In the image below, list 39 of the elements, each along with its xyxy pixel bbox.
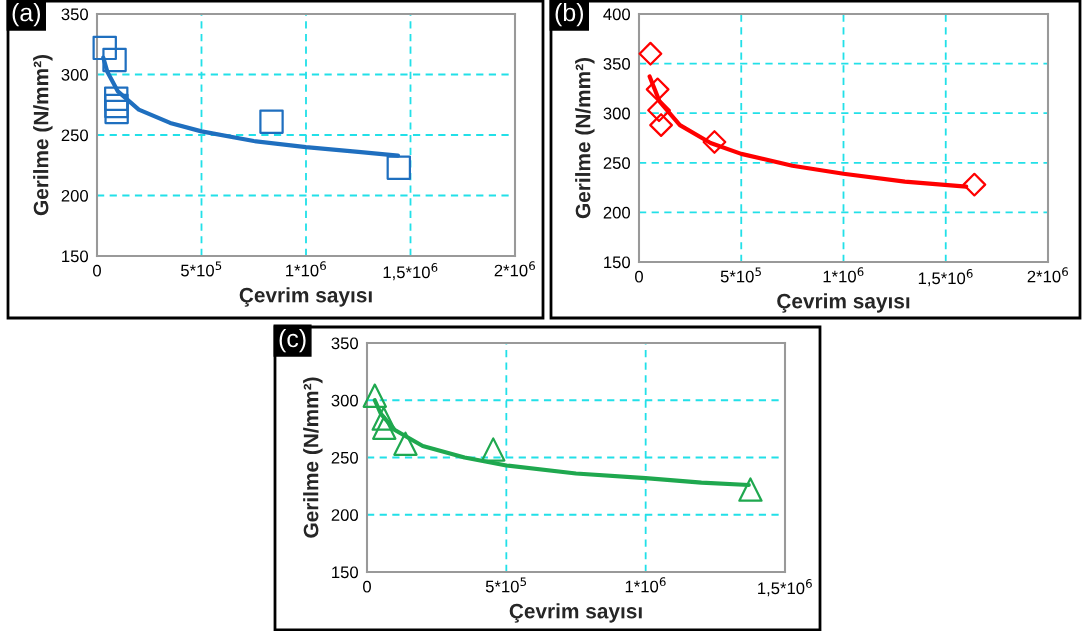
y-tick-label: 400 [603, 8, 631, 21]
x-tick-label: 1,5*10$^{6}$ [758, 579, 812, 597]
y-tick-label: 150 [332, 566, 359, 579]
x-tick-label: 1*10$^{6}$ [286, 261, 326, 277]
y-axis-title: Gerilme (N/mm²) [303, 377, 323, 538]
y-tick-label: 350 [603, 58, 631, 70]
y-tick-label: 150 [62, 250, 89, 263]
x-tick-label: 2*10$^{6}$ [494, 261, 535, 277]
x-tick-label: 5*10$^{5}$ [485, 577, 527, 593]
y-tick-label: 300 [331, 394, 359, 407]
y-axis-title: Gerilme (N/mm²) [33, 55, 53, 216]
x-tick-label: 0 [93, 264, 101, 277]
text: (b) [555, 3, 583, 27]
x-axis-title: Çevrim sayısı [509, 603, 642, 623]
y-tick-label: 200 [331, 509, 359, 521]
text: (c) [279, 329, 306, 353]
x-tick-label: 1*10$^{6}$ [823, 267, 864, 283]
x-tick-label: 1*10$^{6}$ [625, 577, 666, 593]
x-tick-label: 1,5*10$^{6}$ [918, 269, 973, 287]
x-tick-label: 5*10$^{5}$ [720, 267, 761, 283]
x-axis-title: Çevrim sayısı [239, 287, 372, 307]
text: (a) [12, 3, 40, 27]
y-tick-label: 350 [331, 337, 359, 350]
x-tick-label: 0 [635, 270, 643, 283]
y-tick-label: 250 [603, 157, 631, 169]
y-tick-label: 200 [603, 206, 631, 219]
y-tick-label: 300 [61, 68, 89, 81]
x-tick-label: 2*10$^{6}$ [1027, 267, 1068, 283]
y-tick-label: 200 [61, 189, 89, 202]
y-tick-label: 250 [61, 129, 89, 142]
x-tick-label: 0 [363, 580, 371, 593]
x-tick-label: 5*10$^{5}$ [181, 261, 222, 277]
y-tick-label: 300 [603, 107, 631, 120]
y-tick-label: 150 [604, 256, 631, 269]
y-tick-label: 250 [331, 451, 359, 464]
y-tick-label: 350 [61, 8, 89, 21]
x-axis-title: Çevrim sayısı [777, 293, 910, 313]
y-axis-title: Gerilme (N/mm²) [575, 58, 595, 219]
x-tick-label: 1,5*10$^{6}$ [383, 263, 438, 281]
